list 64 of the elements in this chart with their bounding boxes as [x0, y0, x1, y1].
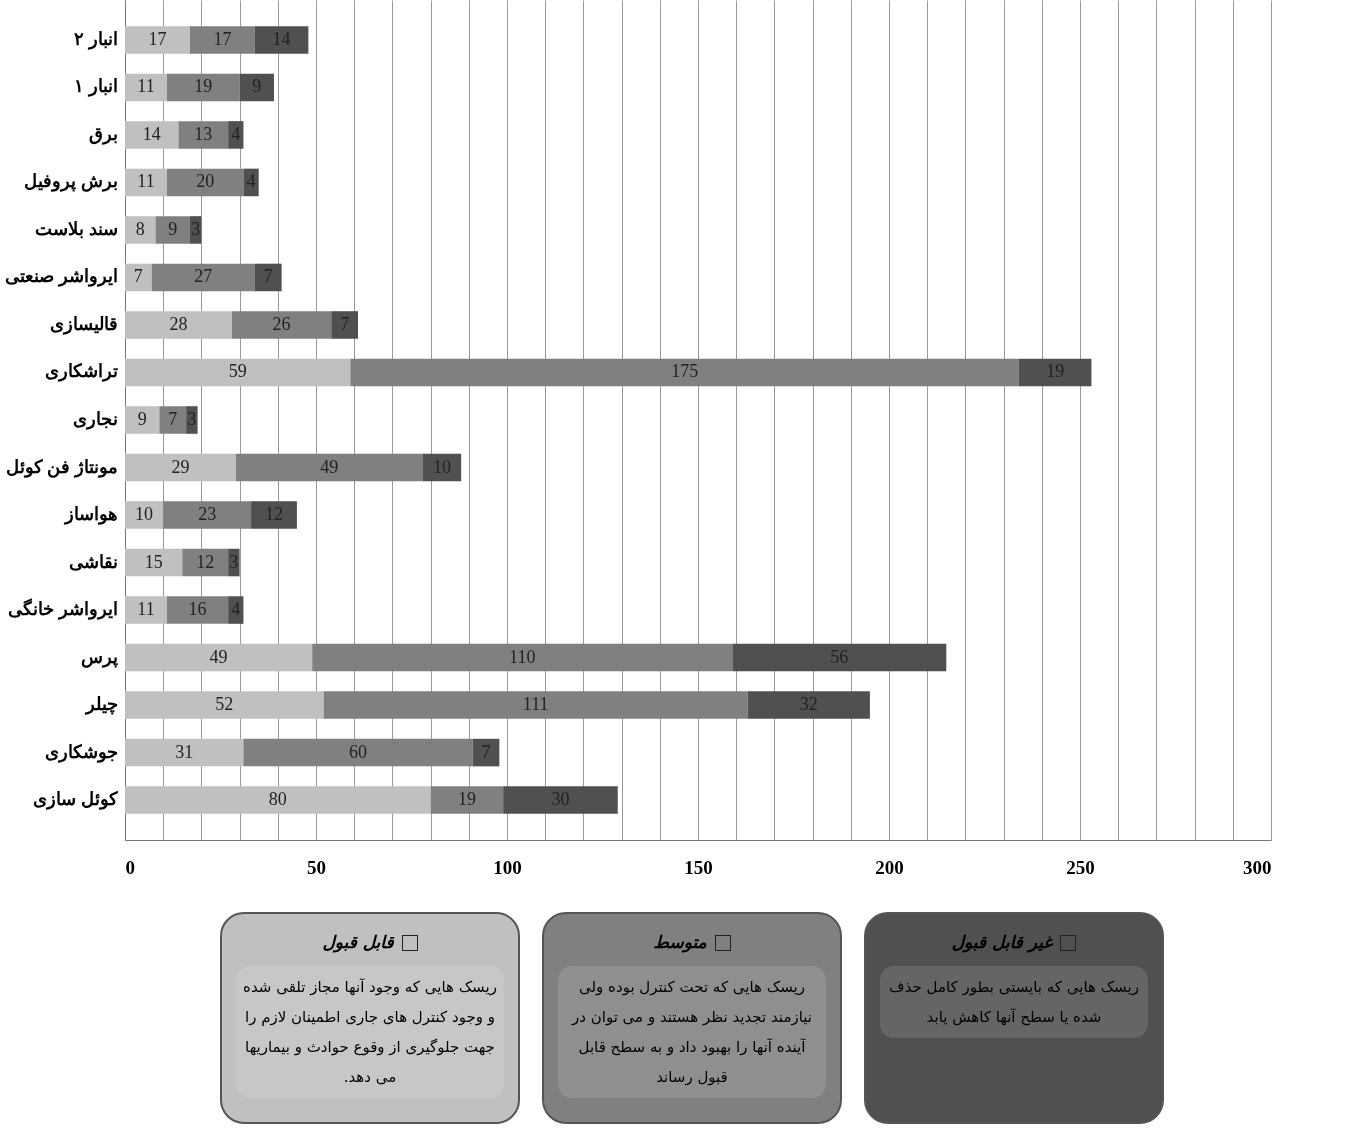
y-tick-label: چیلر	[83, 694, 118, 716]
data-label: 8	[135, 218, 145, 239]
data-label: 49	[209, 646, 228, 667]
data-label: 19	[194, 76, 213, 97]
y-tick-label: برق	[88, 123, 118, 145]
y-tick-label: کوئل سازی	[33, 789, 118, 811]
data-label: 11	[137, 599, 155, 620]
x-tick-label: 100	[493, 856, 522, 878]
legend-label: قابل قبول	[322, 932, 394, 952]
y-tick-label: انبار ۱	[74, 76, 118, 98]
data-label: 60	[349, 741, 368, 762]
data-label: 12	[196, 551, 215, 572]
x-tick-label: 150	[684, 856, 713, 878]
y-tick-label: ایرواشر صنعتی	[5, 266, 118, 288]
y-tick-label: جوشکاری	[44, 741, 118, 763]
data-label: 175	[671, 361, 699, 382]
data-label: 13	[194, 123, 213, 144]
data-label: 15	[144, 551, 163, 572]
y-tick-label: مونتاژ فن کوئل	[5, 456, 118, 478]
data-label: 26	[272, 313, 291, 334]
data-label: 80	[268, 789, 287, 810]
y-tick-label: قالیسازی	[49, 313, 118, 335]
data-label: 110	[509, 646, 536, 667]
data-label: 31	[175, 741, 194, 762]
data-label: 52	[215, 694, 234, 715]
data-label: 7	[168, 409, 178, 429]
x-tick-label: 200	[875, 856, 904, 878]
data-label: 11	[137, 76, 155, 97]
y-tick-label: سند بلاست	[35, 218, 118, 239]
y-tick-label: برش پروفیل	[24, 171, 118, 193]
x-tick-label: 50	[307, 856, 326, 878]
data-label: 10	[135, 504, 154, 525]
data-label: 29	[171, 456, 190, 477]
data-label: 19	[457, 789, 476, 810]
x-tick-label: 0	[125, 856, 135, 878]
y-tick-label: تراشکاری	[44, 361, 118, 383]
legend-label: متوسط	[653, 932, 707, 952]
data-label: 27	[194, 266, 213, 287]
legend-label: غیر قابل قبول	[951, 932, 1053, 952]
data-label: 59	[228, 361, 247, 382]
data-label: 14	[142, 123, 161, 144]
x-tick-label: 250	[1066, 856, 1095, 878]
y-tick-label: نجاری	[72, 409, 118, 430]
y-tick-label: ایرواشر خانگی	[8, 598, 118, 621]
y-tick-label: انبار ۲	[74, 28, 118, 50]
data-label: 17	[148, 28, 167, 49]
text: ریسک هایی که وجود آنها مجاز تلقی شده و وجود کنترل های جاری اطمینان لازم را جهت جلوگیری از وقوع حوادث و بیماریها می دهد.	[236, 966, 504, 1098]
x-tick-label: 300	[1243, 856, 1272, 878]
data-label: 111	[522, 694, 549, 715]
data-label: 16	[188, 599, 207, 620]
y-tick-label: پرس	[80, 646, 118, 668]
text: ریسک هایی که تحت کنترل بوده ولی نیازمند تجدید نظر هستند و می توان در آینده آنها را بهبود داد و به سطح قابل قبول رساند	[558, 966, 826, 1098]
data-label: 23	[198, 504, 217, 525]
y-tick-label: نقاشی	[68, 551, 118, 572]
data-label: 7	[133, 266, 143, 287]
data-label: 28	[169, 313, 188, 334]
data-label: 9	[168, 218, 178, 239]
data-label: 9	[137, 409, 147, 429]
data-label: 11	[137, 171, 155, 192]
data-label: 17	[213, 28, 232, 49]
text: ریسک هایی که بایستی بطور کامل حذف شده یا سطح آنها کاهش یابد	[880, 966, 1148, 1038]
data-label: 20	[196, 171, 215, 192]
y-tick-label: هواساز	[62, 504, 118, 526]
data-label: 49	[320, 456, 339, 477]
